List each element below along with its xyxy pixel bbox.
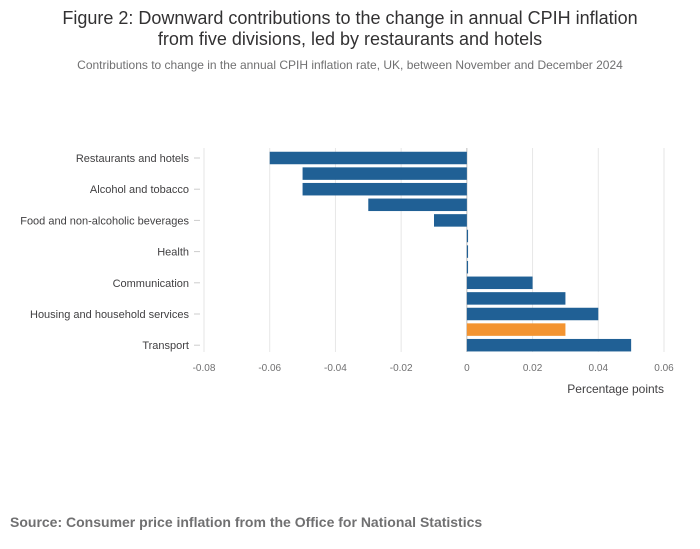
chart-title: Figure 2: Downward contributions to the … <box>0 8 700 50</box>
x-tick-label: -0.04 <box>324 363 347 374</box>
x-tick-label: 0.02 <box>523 363 543 374</box>
bar <box>466 229 469 243</box>
chart-subtitle: Contributions to change in the annual CP… <box>77 58 623 72</box>
bar <box>466 323 566 336</box>
x-tick-label: -0.06 <box>258 363 281 374</box>
x-tick-label: 0.04 <box>589 363 609 374</box>
x-tick-label: -0.08 <box>193 363 216 374</box>
bar <box>466 245 469 258</box>
category-label: Alcohol and tobacco <box>90 184 189 196</box>
category-label: Health <box>157 247 189 259</box>
category-label: Housing and household services <box>30 309 189 321</box>
bars <box>269 151 632 352</box>
source-note: Source: Consumer price inflation from th… <box>10 514 483 530</box>
x-tick-label: 0 <box>464 363 470 374</box>
bar <box>466 260 469 274</box>
bar <box>302 167 467 180</box>
bar <box>434 214 467 227</box>
x-axis-title: Percentage points <box>567 382 664 396</box>
category-label: Transport <box>142 340 189 352</box>
chart-title-line-1: Figure 2: Downward contributions to the … <box>62 8 638 28</box>
bar <box>269 151 467 165</box>
bar <box>466 276 533 290</box>
category-label: Food and non-alcoholic beverages <box>20 215 189 227</box>
category-label: Restaurants and hotels <box>76 153 190 165</box>
chart-title-line-2: from five divisions, led by restaurants … <box>157 29 543 49</box>
bar <box>466 307 599 321</box>
category-labels: Restaurants and hotels Alcohol and tobacc… <box>20 153 200 352</box>
x-tick-labels: -0.08 -0.06 -0.04 -0.02 0 0.02 0.04 0.06 <box>193 363 675 374</box>
bar <box>368 198 467 212</box>
bar <box>302 182 467 196</box>
x-tick-label: 0.06 <box>654 363 674 374</box>
bar <box>466 292 566 305</box>
bar <box>466 338 632 352</box>
category-label: Communication <box>113 278 189 290</box>
x-tick-label: -0.02 <box>390 363 413 374</box>
